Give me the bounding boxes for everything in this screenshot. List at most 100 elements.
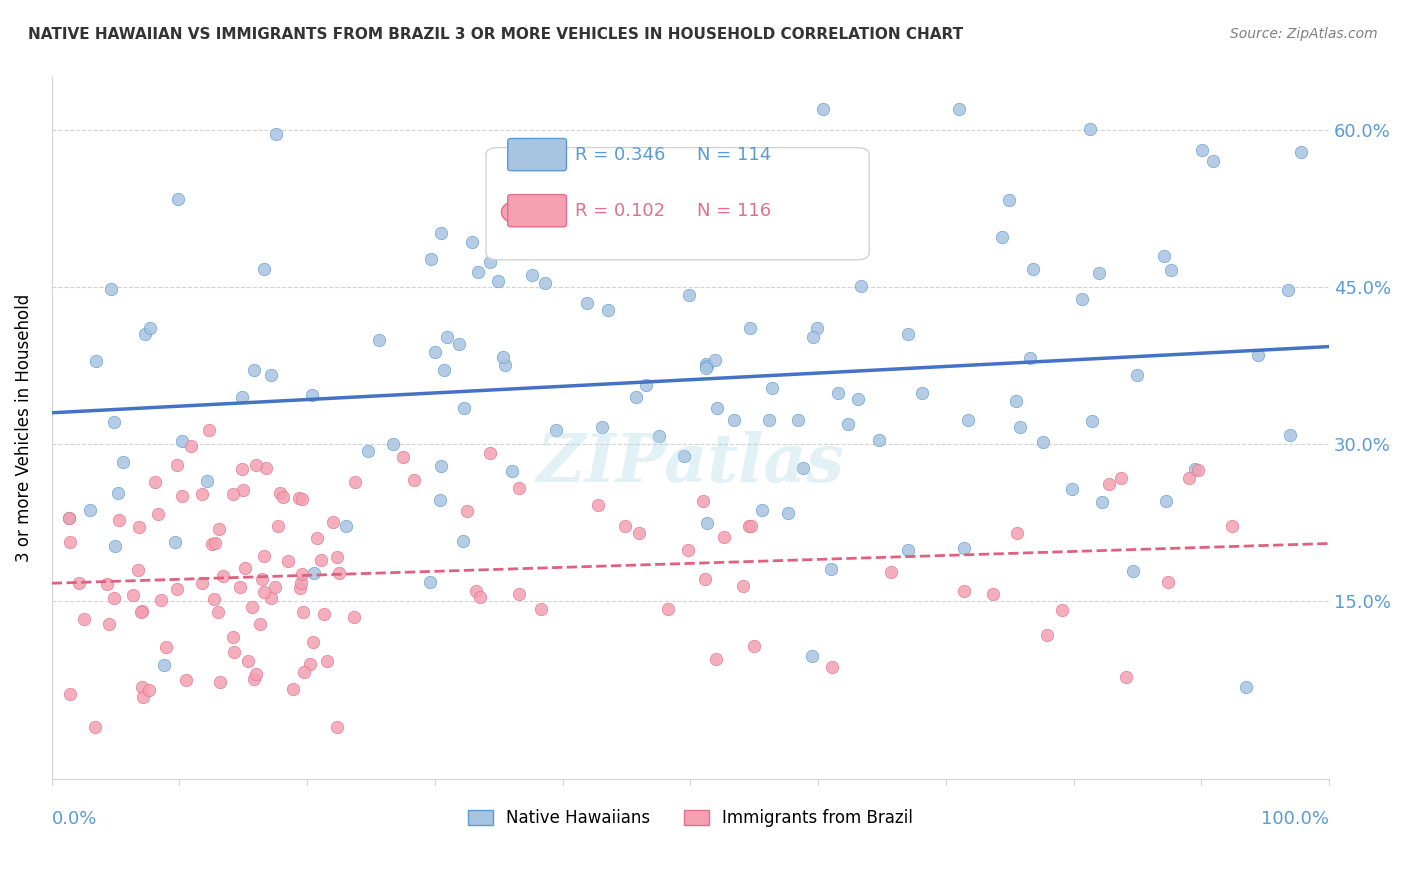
Point	[731, 578, 754, 592]
Point	[433, 363, 456, 377]
Point	[897, 327, 920, 342]
Point	[381, 436, 404, 450]
Point	[107, 513, 129, 527]
Point	[122, 589, 145, 603]
Point	[1035, 628, 1057, 642]
Point	[260, 591, 283, 605]
Point	[86, 354, 108, 368]
Point	[956, 413, 979, 427]
Point	[232, 483, 254, 497]
Point	[1019, 351, 1042, 365]
Text: N = 114: N = 114	[697, 145, 770, 163]
Point	[486, 274, 509, 288]
FancyBboxPatch shape	[486, 147, 869, 260]
Point	[58, 510, 80, 524]
Point	[59, 535, 82, 549]
Point	[1277, 283, 1299, 297]
Point	[368, 333, 391, 347]
Point	[820, 660, 842, 674]
Point	[1032, 434, 1054, 449]
Point	[267, 518, 290, 533]
Point	[166, 458, 188, 472]
Point	[314, 607, 336, 622]
Point	[880, 565, 903, 579]
Point	[242, 363, 264, 377]
Point	[1005, 393, 1028, 408]
Point	[429, 492, 451, 507]
Point	[501, 464, 523, 478]
Point	[356, 443, 378, 458]
Point	[263, 580, 285, 594]
Point	[100, 282, 122, 296]
Point	[676, 543, 699, 558]
Point	[456, 504, 478, 518]
Point	[271, 490, 294, 504]
Point	[58, 510, 80, 524]
Point	[112, 455, 135, 469]
Point	[165, 535, 187, 549]
Point	[96, 577, 118, 591]
Point	[277, 553, 299, 567]
Point	[430, 459, 453, 474]
Point	[596, 302, 619, 317]
Point	[787, 413, 810, 427]
Point	[288, 491, 311, 505]
Point	[1052, 603, 1074, 617]
Point	[778, 506, 800, 520]
Point	[948, 102, 970, 116]
Point	[544, 423, 567, 437]
Point	[419, 575, 441, 590]
Point	[128, 520, 150, 534]
Point	[254, 461, 277, 475]
Point	[231, 462, 253, 476]
Point	[704, 353, 727, 368]
Text: R = 0.346: R = 0.346	[575, 145, 666, 163]
Point	[197, 423, 219, 437]
Point	[253, 549, 276, 563]
Point	[591, 420, 613, 434]
Point	[811, 102, 834, 116]
Text: ZIPatlas: ZIPatlas	[537, 431, 845, 496]
Point	[520, 268, 543, 282]
Point	[245, 666, 267, 681]
Point	[733, 195, 755, 210]
Point	[1220, 519, 1243, 533]
Point	[696, 359, 718, 374]
Point	[326, 550, 349, 565]
Point	[468, 590, 491, 604]
Point	[335, 519, 357, 533]
Point	[806, 320, 828, 334]
Legend: Native Hawaiians, Immigrants from Brazil: Native Hawaiians, Immigrants from Brazil	[461, 803, 920, 834]
Point	[1278, 428, 1301, 442]
Point	[195, 474, 218, 488]
Point	[851, 278, 873, 293]
Point	[911, 386, 934, 401]
Point	[673, 449, 696, 463]
Point	[155, 640, 177, 654]
Ellipse shape	[502, 198, 553, 227]
Point	[846, 392, 869, 406]
Point	[229, 580, 252, 594]
Point	[624, 390, 647, 404]
Point	[97, 616, 120, 631]
Point	[292, 605, 315, 619]
Point	[508, 481, 530, 495]
Point	[207, 606, 229, 620]
Point	[103, 540, 125, 554]
Point	[83, 720, 105, 734]
Point	[103, 591, 125, 606]
Point	[139, 321, 162, 335]
Point	[283, 682, 305, 697]
Point	[1153, 249, 1175, 263]
Point	[1178, 471, 1201, 485]
Point	[423, 344, 446, 359]
Point	[1160, 263, 1182, 277]
Point	[191, 576, 214, 591]
Point	[222, 645, 245, 659]
Point	[170, 489, 193, 503]
Point	[212, 569, 235, 583]
Point	[290, 491, 312, 506]
Point	[451, 534, 474, 549]
Text: 100.0%: 100.0%	[1261, 811, 1329, 829]
Point	[301, 388, 323, 402]
